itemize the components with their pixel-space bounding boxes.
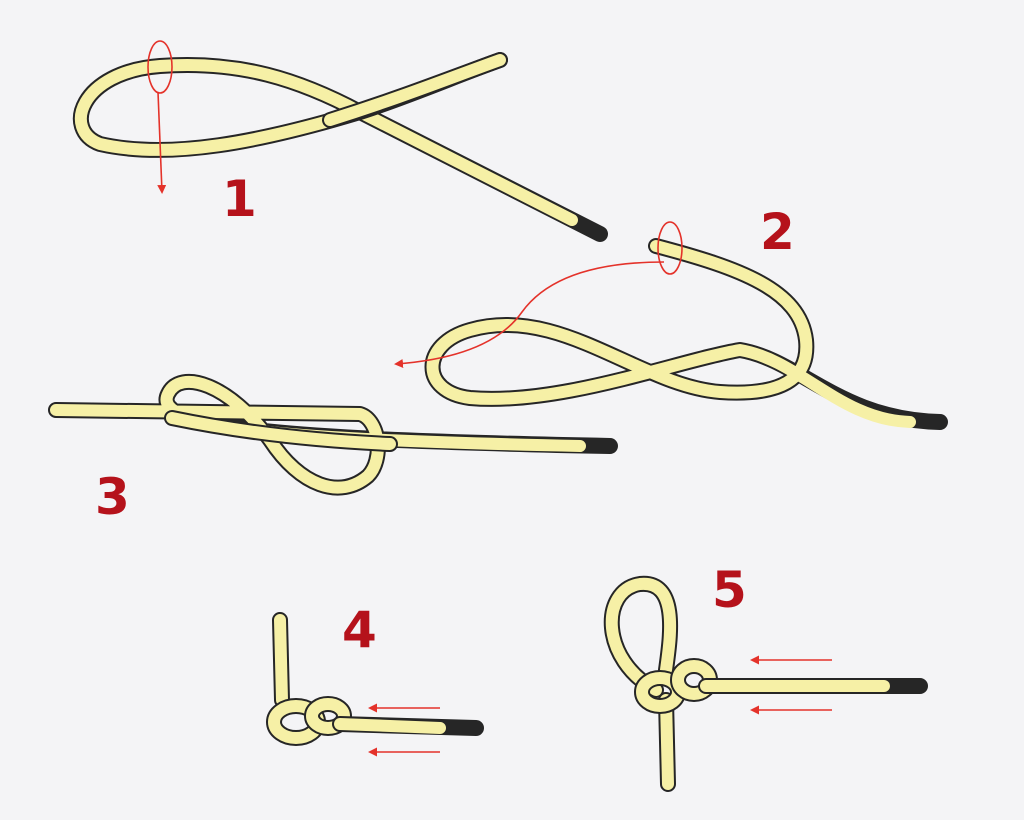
step-1-rope (72, 52, 608, 242)
step-number-2: 2 (760, 203, 795, 261)
step-4-pull-arrows (368, 703, 440, 757)
step-number-1: 1 (222, 170, 257, 228)
step-2-pass-through-arrow (394, 221, 683, 368)
step-number-4: 4 (342, 601, 377, 659)
step-number-3: 3 (95, 468, 130, 526)
step-number-5: 5 (712, 561, 747, 619)
step-5-pull-arrows (750, 655, 832, 715)
step-3-rope (48, 373, 618, 496)
step-5-knot (603, 575, 928, 792)
step-1-pass-through-arrow (147, 40, 173, 194)
step-4-knot (266, 612, 484, 746)
step-2-rope (424, 238, 948, 430)
